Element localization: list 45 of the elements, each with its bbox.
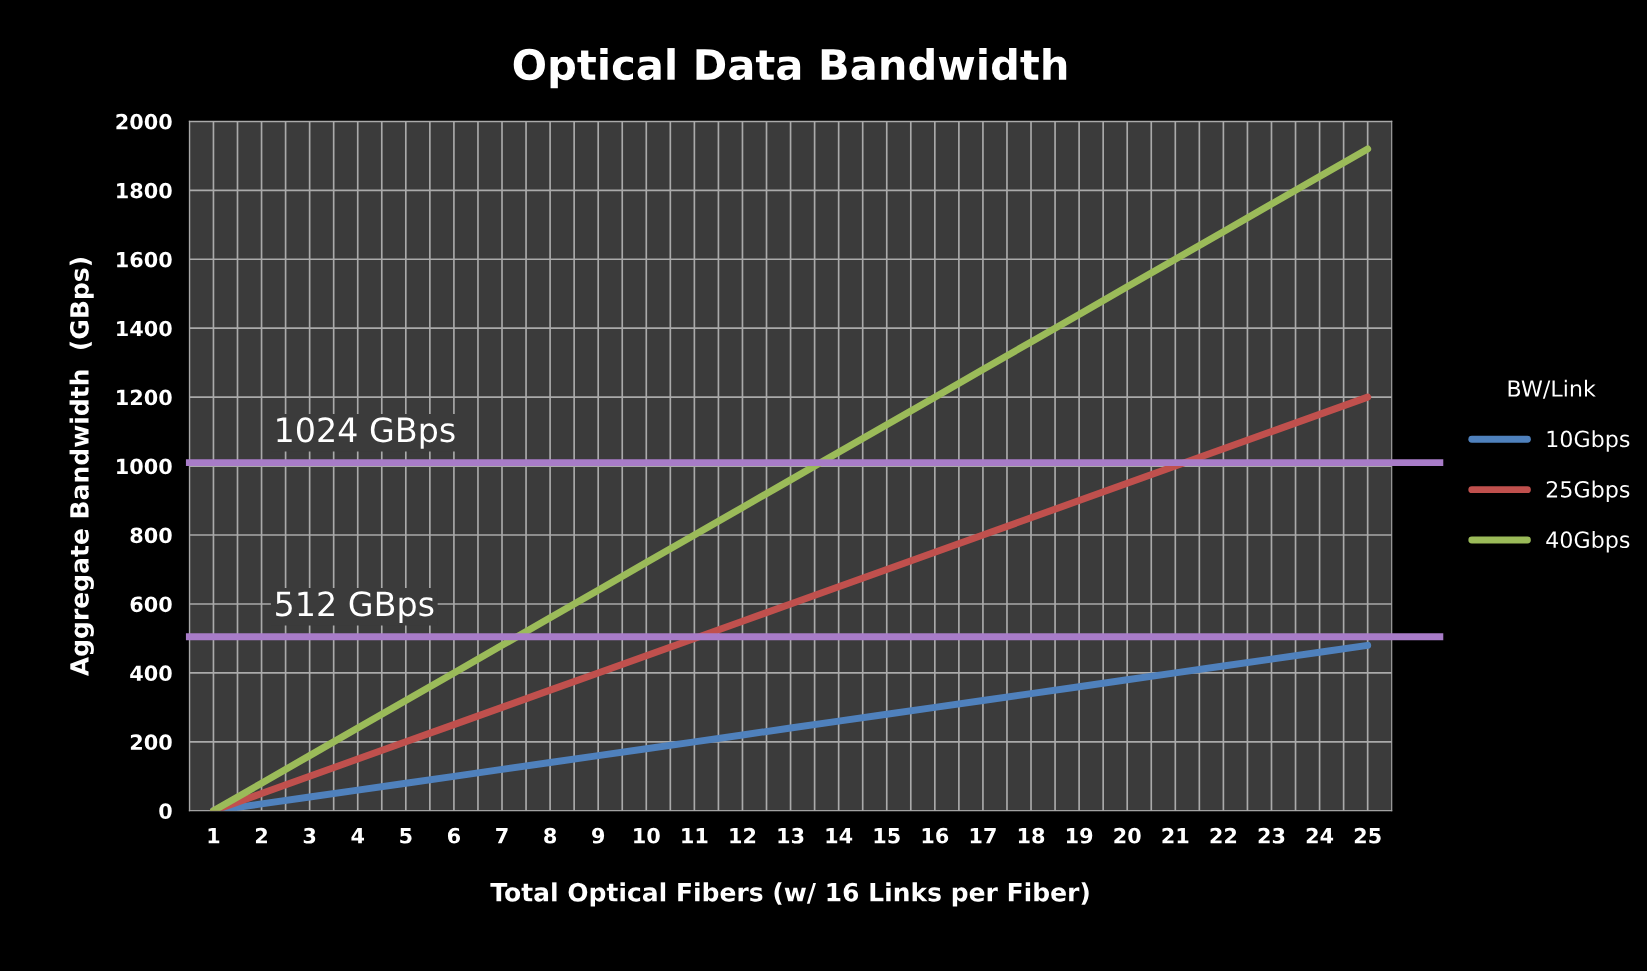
x-tick-label: 3 [303,827,316,844]
y-tick-label: 0 [159,803,172,819]
legend-label: 25Gbps [1546,480,1630,503]
y-tick-label: 1800 [117,182,172,199]
x-tick-label: 2 [255,827,267,844]
x-tick-label: 16 [922,827,949,844]
x-tick-label: 5 [400,828,412,844]
x-tick-label: 18 [1018,827,1045,844]
y-tick-label: 1600 [117,251,172,268]
ref-line-label: 1024 GBps [277,417,455,449]
x-tick-label: 13 [778,827,804,844]
y-tick-label: 1200 [117,389,172,406]
x-tick-label: 14 [826,828,853,844]
x-tick-label: 22 [1210,827,1237,844]
x-tick-label: 7 [496,828,508,844]
x-tick-label: 21 [1162,827,1189,844]
y-tick-label: 200 [130,734,172,751]
x-tick-label: 12 [730,827,756,844]
x-tick-label: 1 [208,828,220,844]
x-tick-label: 15 [874,828,900,844]
chart-title: Optical Data Bandwidth [513,48,1067,89]
y-tick-label: 1400 [117,320,172,337]
x-tick-label: 23 [1258,827,1285,844]
legend-label: 10Gbps [1547,430,1630,452]
x-tick-label: 8 [544,827,557,844]
ref-line-label: 512 GBps [276,591,434,623]
x-tick-label: 11 [682,828,708,844]
y-tick-label: 600 [130,596,172,613]
x-tick-label: 24 [1306,827,1334,844]
y-tick-label: 400 [130,665,172,682]
x-tick-label: 6 [447,827,461,844]
legend-label: 40Gbps [1546,530,1630,553]
legend-title: BW/Link [1508,379,1596,399]
x-tick-label: 20 [1114,827,1141,844]
x-tick-label: 25 [1354,827,1381,844]
x-tick-label: 10 [634,827,660,844]
x-tick-label: 4 [351,828,365,844]
y-axis-title: Aggregate Bandwidth (GBps) [69,258,94,677]
x-tick-label: 17 [970,828,996,844]
y-tick-label: 800 [130,527,172,544]
x-axis-title: Total Optical Fibers (w/ 16 Links per Fiber) [490,882,1089,907]
x-tick-label: 19 [1066,827,1093,844]
y-tick-label: 1000 [117,458,172,475]
y-tick-label: 2000 [116,113,172,130]
x-tick-label: 9 [592,827,605,844]
